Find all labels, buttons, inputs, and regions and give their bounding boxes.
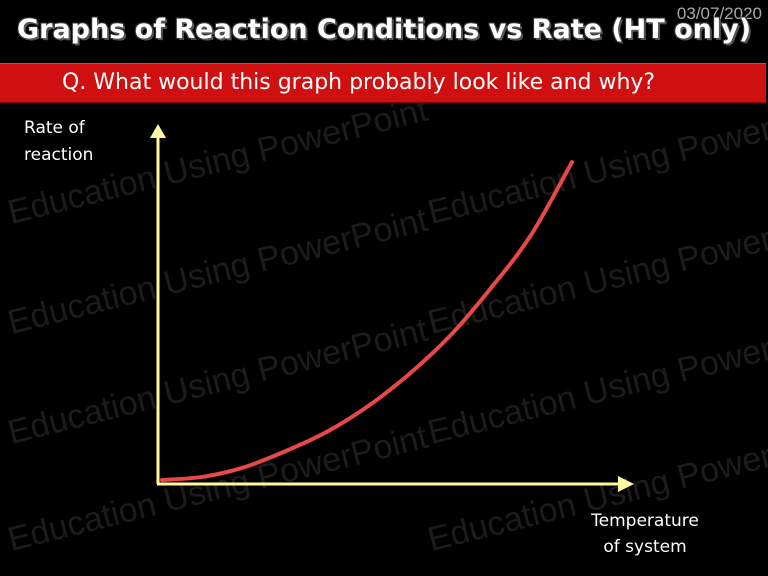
question-bar: Q. What would this graph probably look l… bbox=[0, 63, 766, 103]
y-axis-label-line: Rate of bbox=[24, 118, 85, 138]
y-axis-arrowhead bbox=[150, 124, 166, 138]
slide-date: 03/07/2020 bbox=[676, 4, 762, 23]
question-text: Q. What would this graph probably look l… bbox=[62, 70, 656, 95]
y-axis-label: Rate of reaction bbox=[24, 115, 93, 169]
x-axis-label-line: of system bbox=[603, 537, 687, 557]
slide-title: Graphs of Reaction Conditions vs Rate (H… bbox=[16, 14, 752, 45]
x-axis-label-line: Temperature bbox=[591, 511, 699, 531]
x-axis-arrowhead bbox=[618, 476, 634, 492]
rate-curve-series bbox=[160, 160, 574, 482]
y-axis-label-line: reaction bbox=[24, 145, 94, 165]
x-axis-label: Temperature of system bbox=[570, 508, 720, 560]
